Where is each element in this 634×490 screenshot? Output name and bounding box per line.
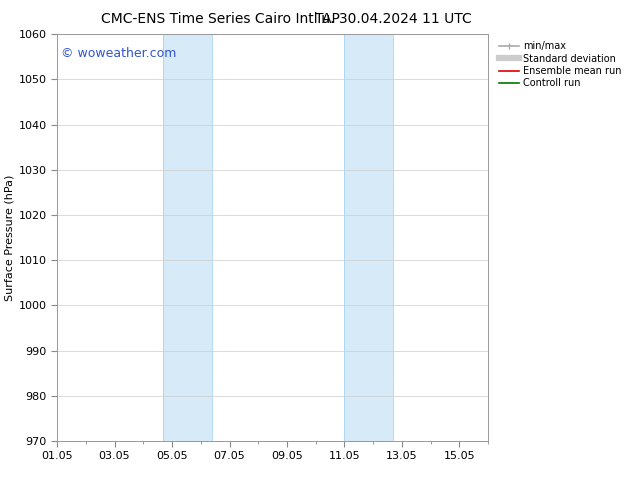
Y-axis label: Surface Pressure (hPa): Surface Pressure (hPa) <box>4 174 15 301</box>
Text: Tu. 30.04.2024 11 UTC: Tu. 30.04.2024 11 UTC <box>315 12 472 26</box>
Bar <box>344 34 393 441</box>
Text: CMC-ENS Time Series Cairo Intl AP: CMC-ENS Time Series Cairo Intl AP <box>101 12 340 26</box>
Legend: min/max, Standard deviation, Ensemble mean run, Controll run: min/max, Standard deviation, Ensemble me… <box>497 39 623 90</box>
Bar <box>164 34 212 441</box>
Text: © woweather.com: © woweather.com <box>61 47 177 59</box>
